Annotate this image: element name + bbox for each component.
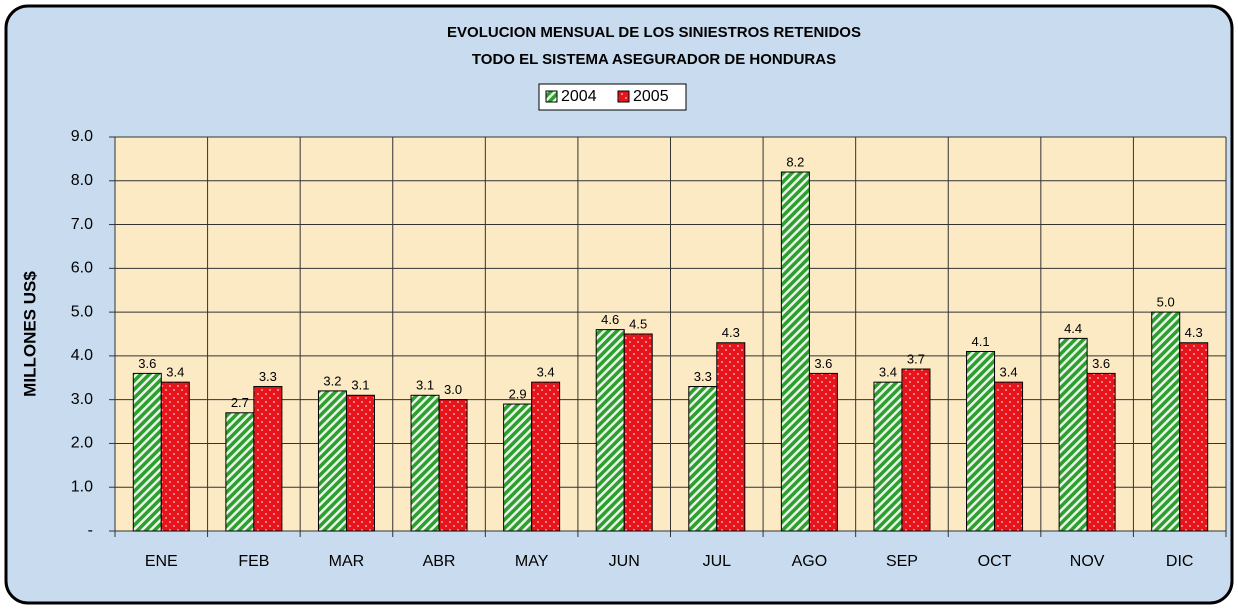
bar xyxy=(225,412,255,532)
bar xyxy=(1151,311,1181,532)
chart-title: EVOLUCION MENSUAL DE LOS SINIESTROS RETE… xyxy=(447,24,861,41)
value-label: 3.6 xyxy=(138,356,156,371)
legend-label: 2004 xyxy=(561,88,597,105)
value-label: 3.2 xyxy=(323,373,341,388)
value-label: 3.6 xyxy=(1092,356,1110,371)
bar xyxy=(1086,372,1116,532)
value-label: 3.6 xyxy=(814,356,832,371)
value-label: 4.4 xyxy=(1064,321,1082,336)
bar xyxy=(503,403,533,532)
y-tick-label: 8.0 xyxy=(71,172,93,189)
bar xyxy=(808,372,838,532)
y-tick-label: 1.0 xyxy=(71,478,93,495)
y-tick-label: 7.0 xyxy=(71,216,93,233)
legend-swatch xyxy=(545,90,558,103)
y-tick-label: 5.0 xyxy=(71,303,93,320)
x-tick-label: ENE xyxy=(145,553,178,570)
bar xyxy=(132,372,162,532)
value-label: 3.7 xyxy=(907,351,925,366)
value-label: 4.3 xyxy=(722,325,740,340)
bar xyxy=(688,386,718,532)
bar xyxy=(317,390,347,532)
bar xyxy=(595,329,625,532)
value-label: 3.4 xyxy=(537,365,555,380)
x-tick-label: JUN xyxy=(609,553,640,570)
bar xyxy=(1179,342,1209,532)
value-label: 2.9 xyxy=(509,386,527,401)
legend-swatch xyxy=(617,90,630,103)
legend-label: 2005 xyxy=(633,88,669,105)
value-label: 4.5 xyxy=(629,316,647,331)
value-label: 4.3 xyxy=(1185,325,1203,340)
x-tick-label: NOV xyxy=(1070,553,1105,570)
bar xyxy=(410,394,440,532)
value-label: 4.6 xyxy=(601,312,619,327)
value-label: 3.4 xyxy=(879,365,897,380)
value-label: 3.3 xyxy=(694,369,712,384)
bar xyxy=(345,394,375,532)
y-tick-label: 2.0 xyxy=(71,435,93,452)
bar xyxy=(1058,337,1088,532)
bar xyxy=(623,333,653,532)
bar xyxy=(994,381,1024,532)
bar xyxy=(966,351,996,532)
y-tick-label: 3.0 xyxy=(71,391,93,408)
legend-box xyxy=(538,83,687,111)
value-label: 5.0 xyxy=(1157,295,1175,310)
y-tick-label: 6.0 xyxy=(71,260,93,277)
value-label: 2.7 xyxy=(231,395,249,410)
x-tick-label: SEP xyxy=(886,553,918,570)
value-label: 3.4 xyxy=(166,365,184,380)
bar xyxy=(253,386,283,532)
bar xyxy=(901,368,931,532)
chart-title: TODO EL SISTEMA ASEGURADOR DE HONDURAS xyxy=(472,51,836,68)
bar xyxy=(531,381,561,532)
bar xyxy=(160,381,190,532)
y-tick-label: - xyxy=(88,522,93,539)
value-label: 3.3 xyxy=(259,369,277,384)
bar xyxy=(438,399,468,532)
value-label: 3.0 xyxy=(444,382,462,397)
value-label: 4.1 xyxy=(972,334,990,349)
value-label: 3.4 xyxy=(1000,365,1018,380)
y-axis-label: MILLONES US$ xyxy=(20,271,39,397)
x-tick-label: MAY xyxy=(515,553,549,570)
legend: 2004 2005 xyxy=(545,88,669,105)
bar xyxy=(780,171,810,532)
x-tick-label: MAR xyxy=(329,553,365,570)
y-tick-label: 9.0 xyxy=(71,128,93,145)
x-tick-label: JUL xyxy=(703,553,732,570)
bar xyxy=(716,342,746,532)
bar xyxy=(873,381,903,532)
value-label: 3.1 xyxy=(351,378,369,393)
value-label: 8.2 xyxy=(786,154,804,169)
x-tick-label: FEB xyxy=(238,553,269,570)
value-label: 3.1 xyxy=(416,378,434,393)
y-tick-label: 4.0 xyxy=(71,347,93,364)
x-tick-label: ABR xyxy=(423,553,456,570)
x-tick-label: AGO xyxy=(792,553,828,570)
x-tick-label: DIC xyxy=(1166,553,1194,570)
x-tick-label: OCT xyxy=(978,553,1012,570)
